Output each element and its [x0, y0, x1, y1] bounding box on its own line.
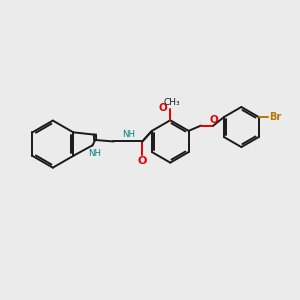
- Text: Br: Br: [269, 112, 282, 122]
- Text: NH: NH: [88, 149, 101, 158]
- Text: O: O: [137, 156, 147, 166]
- Text: O: O: [209, 115, 218, 125]
- Text: CH₃: CH₃: [164, 98, 180, 106]
- Text: O: O: [158, 103, 167, 112]
- Text: NH: NH: [122, 130, 135, 140]
